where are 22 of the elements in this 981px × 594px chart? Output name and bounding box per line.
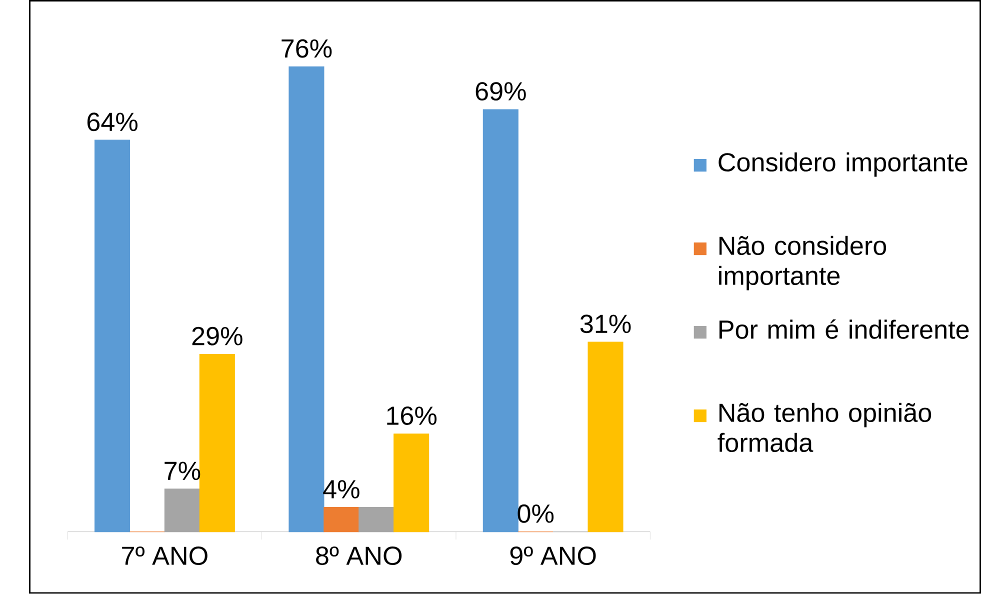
x-tick-label: 9º ANO — [510, 546, 596, 566]
data-label: 31% — [580, 314, 631, 334]
legend-label: Não tenho opinião formada — [718, 403, 932, 452]
data-label: 29% — [192, 327, 242, 346]
bar — [482, 109, 518, 532]
legend-label: Considero importante — [718, 152, 968, 177]
bar — [94, 140, 130, 532]
bar — [588, 342, 624, 532]
data-label: 16% — [387, 406, 437, 426]
bar — [199, 354, 235, 532]
bar — [164, 488, 200, 532]
bar — [324, 507, 360, 532]
bar — [288, 66, 324, 532]
data-label: 76% — [282, 39, 332, 58]
data-label: 64% — [87, 112, 138, 132]
legend-label: Não considero importante — [719, 236, 886, 290]
bar — [394, 434, 430, 532]
legend-label: Por mim é indiferente — [719, 320, 969, 339]
data-label: 69% — [476, 82, 526, 101]
bar — [358, 507, 394, 532]
x-tick-label: 8º ANO — [316, 546, 402, 566]
x-tick-label: 7º ANO — [122, 546, 208, 566]
